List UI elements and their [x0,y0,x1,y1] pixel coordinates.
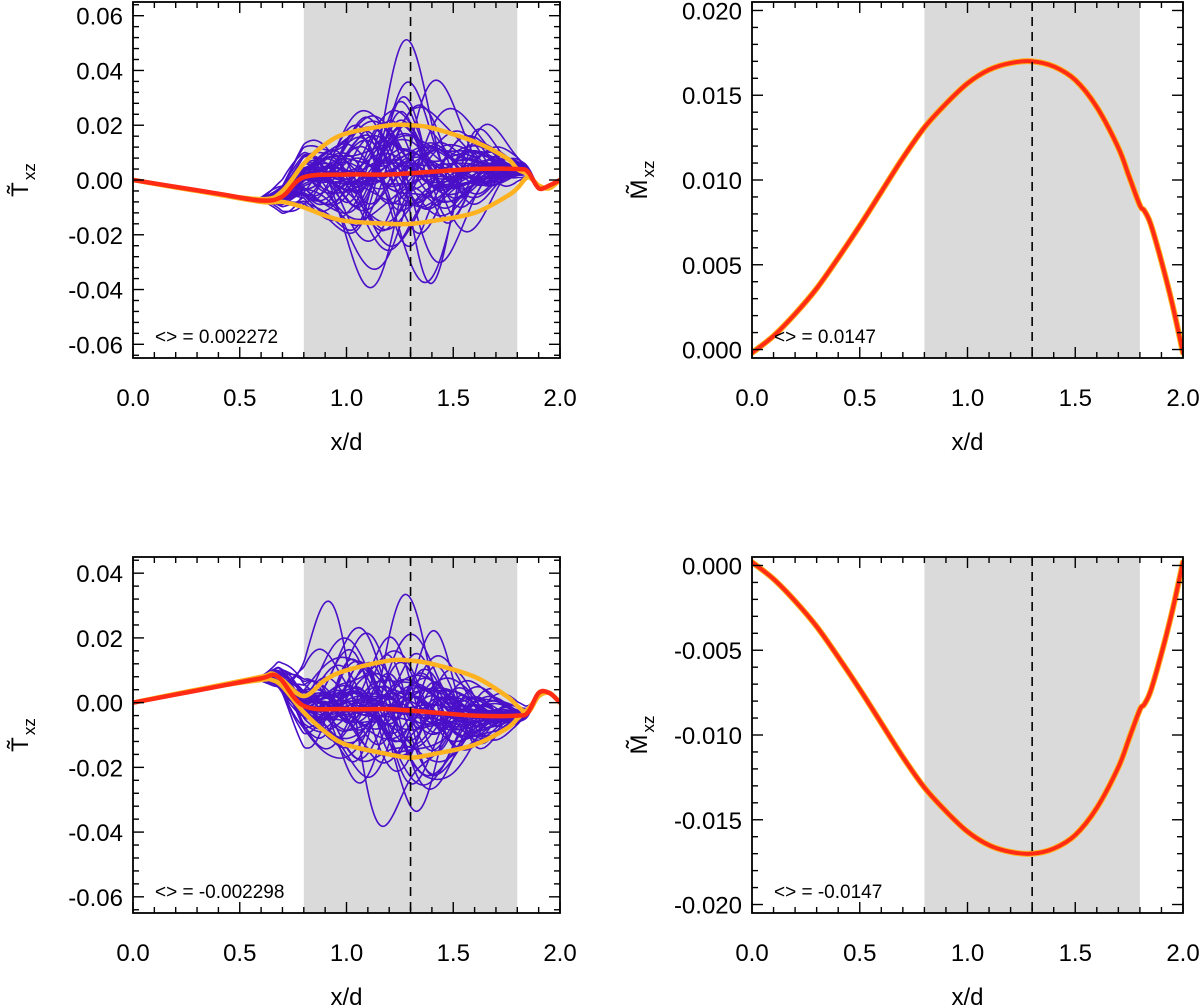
x-tick-label: 1.0 [330,385,363,412]
x-tick-label: 2.0 [543,385,576,412]
chart-panel-bottom-right: 0.0 0.5 1.0 1.5 2.0 0.000 -0.005 -0.010 -0.015 -0… [626,553,1200,1007]
x-tick-label: 2.0 [1166,385,1199,412]
x-tick-label: 0.5 [223,385,256,412]
y-tick-label: -0.020 [674,893,742,920]
chart-panel-top-left: 0.0 0.5 1.0 1.5 2.0 0.06 0.04 0.02 0.00 -0.02 -0.0… [7,1,577,456]
y-tick-label: 0.020 [682,0,742,25]
mean-value-annotation: <> = 0.0147 [774,327,876,348]
mean-line [133,672,560,719]
y-axis-title: M̃xz [626,161,658,200]
x-tick-label: 1.5 [437,385,470,412]
x-tick-label: 0.0 [735,385,768,412]
mean-value-annotation: <> = 0.002272 [155,327,278,348]
y-tick-label: 0.000 [682,553,742,580]
x-tick-label: 1.0 [951,940,984,967]
x-tick-label: 1.5 [1059,385,1092,412]
x-tick-label: 1.5 [437,940,470,967]
x-axis-title: x/d [951,429,983,456]
plot-area [133,593,560,828]
y-axis-title-subscript: xz [20,718,39,735]
profile-line [752,560,1183,856]
plot-area [752,58,1183,356]
y-tick-label: 0.00 [76,168,123,195]
y-tick-label: 0.00 [76,691,123,718]
x-tick-label: 1.5 [1059,940,1092,967]
plot-area [133,38,560,289]
mean-value-annotation: <> = -0.002298 [155,882,284,903]
y-tick-label: 0.04 [76,58,123,85]
y-axis-title: T̃xz [7,163,39,197]
y-tick-label: -0.04 [68,278,123,305]
y-tick-label: -0.02 [68,755,123,782]
y-tick-label: -0.02 [68,223,123,250]
chart-panel-top-right: 0.0 0.5 1.0 1.5 2.0 0.020 0.015 0.010 0.005 0.000… [626,0,1200,456]
chart-panel-bottom-left: 0.0 0.5 1.0 1.5 2.0 0.04 0.02 0.00 -0.02 -0.04 -0.… [7,556,577,1007]
plot-area [752,559,1183,857]
y-tick-label: -0.005 [674,638,742,665]
y-tick-label: -0.015 [674,808,742,835]
mean-line [133,166,560,203]
y-tick-label: 0.02 [76,113,123,140]
y-tick-label: 0.000 [682,338,742,365]
x-axis-title: x/d [330,984,362,1007]
x-tick-label: 0.5 [843,385,876,412]
y-axis-title: M̃xz [626,716,658,755]
x-tick-label: 2.0 [543,940,576,967]
x-tick-label: 2.0 [1166,940,1199,967]
y-axis-title-subscript: xz [639,161,658,178]
y-axis-title-subscript: xz [20,163,39,180]
y-tick-label: 0.015 [682,83,742,110]
mean-value-annotation: <> = -0.0147 [774,882,882,903]
y-tick-label: -0.010 [674,723,742,750]
y-tick-label: 0.06 [76,4,123,31]
y-tick-label: -0.06 [68,332,123,359]
y-tick-label: 0.005 [682,253,742,280]
y-tick-label: 0.02 [76,626,123,653]
x-tick-label: 0.0 [116,385,149,412]
y-axis-title-subscript: xz [639,716,658,733]
y-axis-title: T̃xz [7,718,39,752]
y-tick-label: -0.04 [68,820,123,847]
x-tick-label: 0.5 [843,940,876,967]
y-tick-label: -0.06 [68,885,123,912]
x-axis-title: x/d [330,429,362,456]
x-tick-label: 1.0 [951,385,984,412]
x-tick-label: 0.0 [735,940,768,967]
profile-line [752,59,1183,355]
x-tick-label: 1.0 [330,940,363,967]
x-axis-title: x/d [951,984,983,1007]
x-tick-label: 0.0 [116,940,149,967]
x-tick-label: 0.5 [223,940,256,967]
y-tick-label: 0.010 [682,168,742,195]
y-tick-label: 0.04 [76,561,123,588]
